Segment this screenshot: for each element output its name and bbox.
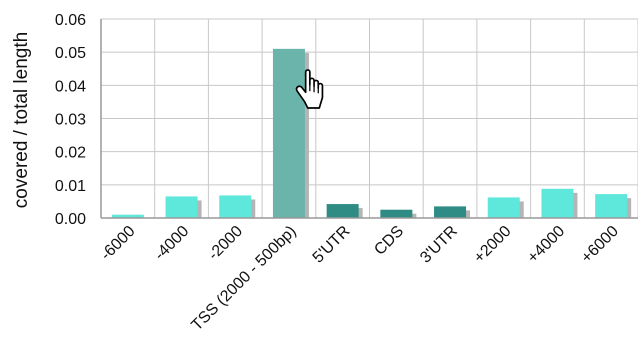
x-tick-label: 5'UTR bbox=[310, 223, 354, 267]
x-tick-label: +2000 bbox=[471, 223, 515, 267]
bar bbox=[219, 195, 252, 218]
y-tick-label: 0.03 bbox=[55, 112, 86, 129]
bar bbox=[541, 188, 574, 218]
bar bbox=[487, 197, 520, 218]
y-tick-label: 0.06 bbox=[55, 12, 86, 29]
grid-lines bbox=[100, 18, 638, 219]
y-tick-label: 0.05 bbox=[55, 45, 86, 62]
x-tick-label: -6000 bbox=[98, 223, 139, 264]
x-tick-label: -4000 bbox=[151, 223, 192, 264]
x-tick-label: +4000 bbox=[524, 223, 568, 267]
axes bbox=[100, 19, 638, 219]
y-tick-label: 0.02 bbox=[55, 145, 86, 162]
x-tick-label: -2000 bbox=[205, 223, 246, 264]
x-tick-label: CDS bbox=[371, 223, 407, 259]
bar bbox=[595, 194, 628, 218]
y-tick-labels: 0.00 0.01 0.02 0.03 0.04 0.05 0.06 bbox=[55, 12, 86, 228]
bar bbox=[165, 196, 198, 218]
y-axis-label: covered / total length bbox=[11, 32, 32, 208]
x-tick-label: TSS (2000 - 500bp) bbox=[188, 223, 299, 334]
bar bbox=[111, 214, 144, 218]
bar bbox=[380, 209, 413, 218]
y-tick-label: 0.00 bbox=[55, 211, 86, 228]
bar bbox=[272, 48, 305, 218]
y-tick-label: 0.04 bbox=[55, 78, 86, 95]
bar bbox=[434, 206, 467, 218]
bars bbox=[111, 48, 632, 218]
x-tick-label: 3'UTR bbox=[417, 223, 461, 267]
hand-pointer-icon bbox=[295, 69, 324, 109]
x-tick-label: +6000 bbox=[578, 223, 622, 267]
y-tick-label: 0.01 bbox=[55, 178, 86, 195]
bar bbox=[326, 204, 359, 218]
